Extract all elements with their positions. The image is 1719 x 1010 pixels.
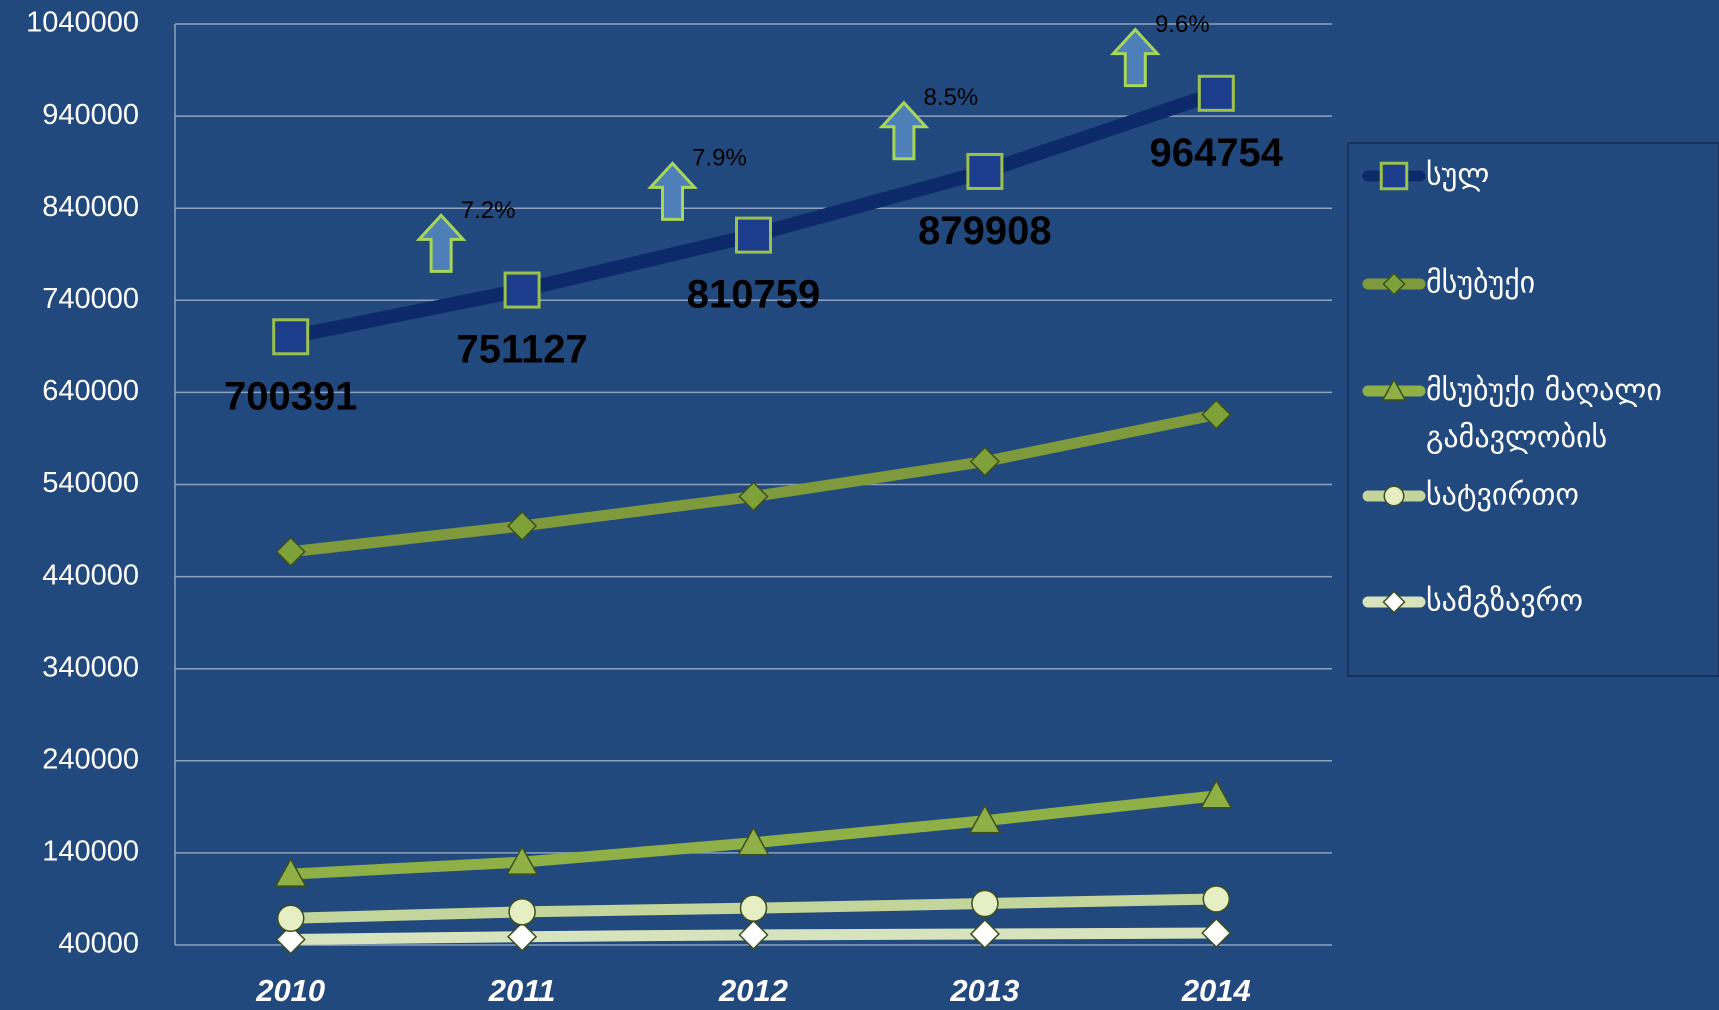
legend-box: [1347, 142, 1719, 677]
legend-line: მსუბუქი მაღალი: [1426, 373, 1662, 408]
y-tick-label: 840000: [42, 191, 139, 223]
annotation: 9.6%: [1155, 11, 1210, 38]
annotation: 7.2%: [461, 197, 516, 224]
x-tick-label: 2013: [949, 973, 1019, 1008]
marker: [735, 216, 772, 254]
marker: [1200, 779, 1233, 809]
marker: [275, 536, 306, 567]
legend-label: მსუბუქი მაღალი გამავლობის: [1426, 373, 1662, 455]
marker: [507, 921, 538, 952]
arrow: [1109, 27, 1161, 88]
annotation: 8.5%: [924, 84, 979, 111]
marker: [969, 446, 1000, 477]
y-tick-label: 440000: [42, 559, 139, 591]
x-tick-label: 2010: [255, 973, 325, 1008]
x-tick-label: 2014: [1181, 973, 1251, 1008]
marker: [968, 804, 1002, 834]
data-label: 810759: [687, 273, 820, 317]
marker: [508, 898, 536, 926]
marker: [1383, 485, 1405, 507]
y-tick-label: 240000: [42, 743, 139, 775]
data-label: 964754: [1150, 131, 1284, 175]
annotation: 7.9%: [692, 145, 747, 172]
marker: [503, 271, 541, 309]
marker: [738, 919, 769, 950]
marker: [737, 826, 770, 856]
arrow: [878, 100, 930, 161]
marker: [1379, 161, 1409, 191]
marker: [966, 152, 1004, 190]
marker: [276, 904, 305, 933]
marker: [275, 924, 306, 955]
legend-label: სამგზავრო: [1426, 584, 1583, 619]
marker: [1382, 272, 1406, 296]
arrow: [415, 213, 467, 273]
marker: [274, 857, 307, 887]
y-tick-label: 740000: [42, 283, 139, 315]
marker: [739, 894, 768, 922]
legend-line: გამავლობის: [1426, 420, 1607, 455]
legend-label: სატვირთო: [1426, 478, 1579, 513]
growth-arrow: [878, 100, 930, 161]
marker: [1201, 399, 1232, 430]
x-tick-label: 2012: [718, 973, 788, 1008]
marker: [971, 889, 999, 918]
growth-arrow: [415, 213, 467, 273]
y-tick-label: 640000: [42, 375, 139, 407]
marker: [1381, 378, 1407, 401]
y-tick-label: 40000: [58, 928, 139, 960]
legend-label: მსუბუქი: [1426, 266, 1535, 301]
y-tick-label: 940000: [42, 99, 139, 131]
y-tick-label: 140000: [42, 836, 139, 868]
data-label: 700391: [224, 374, 357, 418]
y-tick-label: 1040000: [26, 7, 139, 39]
data-label: 879908: [918, 209, 1051, 253]
marker: [507, 510, 538, 542]
marker: [738, 481, 769, 512]
growth-arrow: [1109, 27, 1161, 88]
x-tick-label: 2011: [488, 973, 556, 1008]
legend-label: სულ: [1426, 158, 1489, 193]
marker: [1202, 885, 1231, 913]
y-tick-label: 540000: [42, 467, 139, 499]
marker: [969, 918, 1000, 950]
marker: [272, 318, 310, 356]
marker: [1197, 74, 1235, 112]
marker: [505, 845, 539, 875]
y-tick-label: 340000: [42, 651, 139, 683]
growth-arrow: [647, 161, 698, 221]
arrow: [647, 161, 698, 221]
marker: [1201, 917, 1232, 949]
marker: [1382, 590, 1406, 614]
data-label: 751127: [456, 328, 587, 372]
